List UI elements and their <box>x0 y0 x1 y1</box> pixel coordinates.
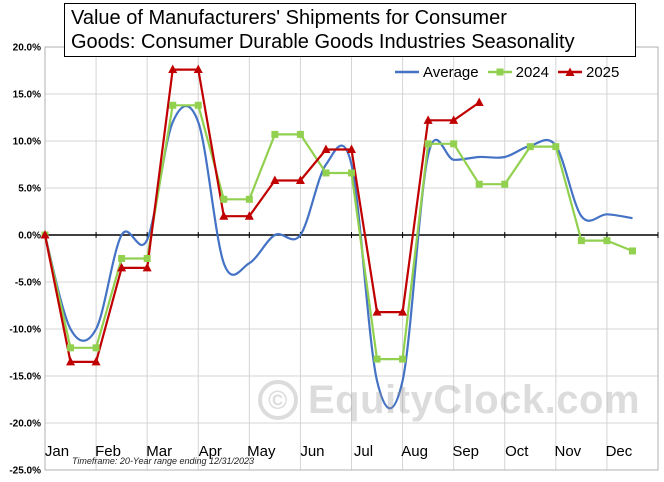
series-2024-marker <box>194 101 202 109</box>
series-2025-marker <box>347 144 356 153</box>
series-2025-marker <box>142 262 152 272</box>
y-tick-label: -25.0% <box>9 466 41 477</box>
y-tick-label: -15.0% <box>9 372 41 383</box>
series-2025-marker <box>372 307 382 316</box>
legend-label-2025: 2025 <box>585 63 620 81</box>
legend-swatch-average <box>395 70 419 74</box>
series-lines <box>43 68 633 410</box>
series-2025-marker <box>193 64 203 74</box>
watermark: © EquityClock.com <box>258 378 640 423</box>
legend-label-2024: 2024 <box>515 63 549 81</box>
y-tick-label: -10.0% <box>9 325 41 336</box>
series-2024-marker <box>501 180 509 188</box>
series-2025-marker <box>449 115 459 124</box>
series-2024-marker <box>296 130 304 138</box>
series-2025-marker <box>91 356 101 366</box>
legend-swatch-2025 <box>557 67 582 76</box>
watermark-text: EquityClock.com <box>308 378 641 422</box>
x-tick-label: Mar <box>146 443 172 460</box>
chart-title-line-2: Goods: Consumer Durable Goods Industries… <box>71 31 575 53</box>
series-2024-marker <box>92 344 100 352</box>
y-tick-label: 0.0% <box>18 231 41 242</box>
series-2024-marker <box>603 237 611 245</box>
series-2025-marker <box>423 115 433 124</box>
y-tick-label: 20.0% <box>13 43 41 54</box>
series-2025-marker <box>117 262 127 272</box>
copyright-icon: © <box>258 380 298 420</box>
series-2024-marker <box>424 140 432 148</box>
x-tick-label: Feb <box>95 443 121 460</box>
series-2024-marker <box>271 130 279 138</box>
series-2024-line <box>43 104 633 361</box>
chart-legend: Average 2024 2025 <box>394 61 627 83</box>
x-tick-label: Dec <box>606 443 633 460</box>
x-tick-label: Jan <box>45 443 69 460</box>
series-2024-marker <box>577 237 585 245</box>
series-2024-marker <box>169 101 177 109</box>
series-2024-marker <box>526 143 534 151</box>
y-tick-label: 10.0% <box>13 137 41 148</box>
series-2024-marker <box>220 195 228 203</box>
x-tick-label: May <box>247 443 276 460</box>
series-2025-marker <box>321 144 331 153</box>
series-2025-marker <box>244 211 254 220</box>
series-2024-marker <box>628 247 636 255</box>
x-tick-label: Apr <box>199 443 222 460</box>
series-2024-marker <box>322 169 330 177</box>
series-2024-marker <box>373 355 381 363</box>
legend-swatch-2024 <box>487 68 512 76</box>
series-2025-marker <box>270 175 280 184</box>
series-markers <box>40 64 636 366</box>
y-axis-tick-labels: -25.0% -20.0% -15.0% -10.0% -5.0% 0.0% 5.0% 10.… <box>9 43 41 477</box>
series-2024-marker <box>118 255 126 262</box>
chart-title-line-1: Value of Manufacturers' Shipments for Co… <box>71 7 507 29</box>
x-tick-label: Aug <box>401 443 428 460</box>
series-2024-marker <box>245 195 253 203</box>
y-tick-label: 5.0% <box>18 184 41 195</box>
series-2024-marker <box>348 169 355 177</box>
series-2024-marker <box>67 344 75 352</box>
series-2025-marker <box>474 97 484 106</box>
series-2025-marker <box>40 230 50 239</box>
y-tick-label: -20.0% <box>9 419 41 430</box>
y-tick-label: -5.0% <box>15 278 41 289</box>
timeframe-note: Timeframe: 20-Year range ending 12/31/20… <box>72 456 255 466</box>
series-2025-marker <box>219 211 229 220</box>
x-tick-label: Oct <box>505 443 529 460</box>
series-2024-marker <box>399 355 407 363</box>
legend-item-average: Average <box>394 64 479 81</box>
legend-label-average: Average <box>423 63 479 81</box>
legend-item-2024: 2024 <box>487 64 549 81</box>
series-2025-marker <box>295 175 305 184</box>
series-2025-marker <box>66 356 76 366</box>
series-2025-marker <box>398 307 408 316</box>
x-axis-tick-labels: Jan Feb Mar Apr May Jun Jul Aug Sep Oct Nov Dec <box>45 443 633 460</box>
series-average-line <box>43 104 633 410</box>
x-tick-label: Jul <box>354 443 373 460</box>
x-tick-label: Sep <box>452 443 479 460</box>
x-tick-label: Nov <box>554 443 581 460</box>
series-2025-line <box>43 68 480 363</box>
series-2024-marker <box>143 255 151 262</box>
x-tick-label: Jun <box>300 443 324 460</box>
y-tick-label: 15.0% <box>13 90 41 101</box>
series-2024-marker <box>475 180 483 188</box>
series-2024-marker <box>552 143 560 151</box>
series-2025-marker <box>168 64 178 74</box>
chart-title-box: Value of Manufacturers' Shipments for Co… <box>64 3 636 57</box>
series-2024-marker <box>450 140 458 148</box>
legend-item-2025: 2025 <box>557 64 619 81</box>
